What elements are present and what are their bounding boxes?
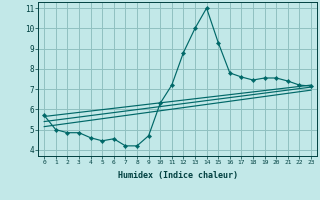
X-axis label: Humidex (Indice chaleur): Humidex (Indice chaleur) xyxy=(118,171,238,180)
